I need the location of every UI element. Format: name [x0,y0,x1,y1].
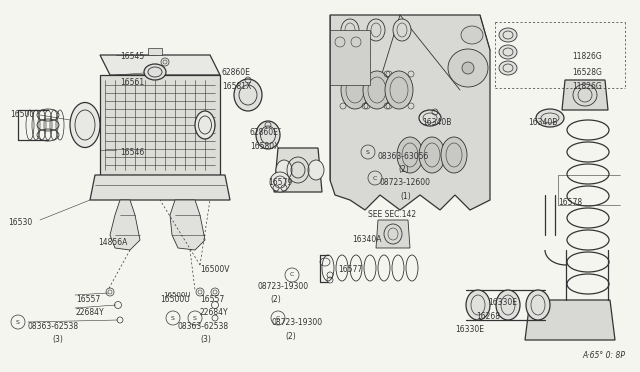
Text: 16561: 16561 [120,78,144,87]
Ellipse shape [499,28,517,42]
Text: 16580X: 16580X [250,142,280,151]
Ellipse shape [70,103,100,148]
Text: 16530: 16530 [8,218,32,227]
Text: 16545: 16545 [120,52,144,61]
Text: A·65° 0: 8P: A·65° 0: 8P [582,351,625,360]
Text: (2): (2) [398,165,409,174]
Ellipse shape [234,79,262,111]
Ellipse shape [462,62,474,74]
Ellipse shape [419,110,441,126]
Ellipse shape [367,19,385,41]
Text: 08723-19300: 08723-19300 [272,318,323,327]
Text: C: C [290,273,294,278]
Ellipse shape [144,64,166,80]
Text: 16546: 16546 [120,148,144,157]
Text: 16557: 16557 [200,295,224,304]
Ellipse shape [496,290,520,320]
Text: 16330E: 16330E [488,298,517,307]
Text: 11826G: 11826G [572,52,602,61]
Polygon shape [148,48,162,55]
Polygon shape [100,75,220,175]
Text: 16579: 16579 [268,178,292,187]
Ellipse shape [341,19,359,41]
Text: S: S [16,320,20,324]
Ellipse shape [393,19,411,41]
Text: (1): (1) [400,192,411,201]
Text: 62860E: 62860E [250,128,279,137]
Text: 08723-12600: 08723-12600 [380,178,431,187]
Text: 11826G: 11826G [572,82,602,91]
Text: 16330E: 16330E [455,325,484,334]
Text: 22684Y: 22684Y [76,308,104,317]
Ellipse shape [466,290,490,320]
Text: 16581X: 16581X [222,82,252,91]
Text: SEE SEC.142: SEE SEC.142 [368,210,416,219]
Text: (3): (3) [52,335,63,344]
Text: 16500U: 16500U [163,292,191,298]
Ellipse shape [256,121,280,149]
Text: 08363-62538: 08363-62538 [28,322,79,331]
Text: 16577: 16577 [338,265,362,274]
Text: (3): (3) [200,335,211,344]
Text: S: S [193,315,197,321]
Text: 08363-63056: 08363-63056 [378,152,429,161]
Text: 16340B: 16340B [528,118,557,127]
Ellipse shape [526,290,550,320]
Ellipse shape [448,49,488,87]
Text: 62860E: 62860E [222,68,251,77]
Text: 22684Y: 22684Y [200,308,228,317]
Text: 16557: 16557 [76,295,100,304]
Text: 16578: 16578 [558,198,582,207]
Text: S: S [171,315,175,321]
Polygon shape [274,148,322,192]
Text: 16340A: 16340A [352,235,381,244]
Text: 16500V: 16500V [200,265,230,274]
Ellipse shape [308,160,324,180]
Ellipse shape [461,26,483,44]
Polygon shape [376,220,410,248]
Ellipse shape [419,137,445,173]
Text: 16500: 16500 [10,110,35,119]
Polygon shape [110,200,140,250]
Ellipse shape [270,172,290,192]
Text: 16528G: 16528G [572,68,602,77]
Ellipse shape [536,109,564,127]
Text: (2): (2) [270,295,281,304]
Ellipse shape [195,111,215,139]
Ellipse shape [363,71,391,109]
Ellipse shape [499,45,517,59]
Ellipse shape [341,71,369,109]
Polygon shape [90,175,230,200]
Ellipse shape [499,61,517,75]
Polygon shape [525,300,615,340]
Text: C: C [373,176,377,180]
Ellipse shape [441,137,467,173]
Text: S: S [366,150,370,154]
Polygon shape [330,15,490,210]
Polygon shape [170,200,205,250]
Ellipse shape [397,137,423,173]
Text: (2): (2) [285,332,296,341]
Text: 16500U: 16500U [160,295,189,304]
Text: 08723-19300: 08723-19300 [258,282,309,291]
Text: 14856A: 14856A [98,238,127,247]
Text: 16268: 16268 [476,312,500,321]
Polygon shape [562,80,608,110]
Text: C: C [276,315,280,321]
Polygon shape [100,55,220,75]
Text: 08363-62538: 08363-62538 [178,322,229,331]
Text: 16340B: 16340B [422,118,451,127]
Ellipse shape [385,71,413,109]
Ellipse shape [276,160,292,180]
Bar [330,30,370,85]
